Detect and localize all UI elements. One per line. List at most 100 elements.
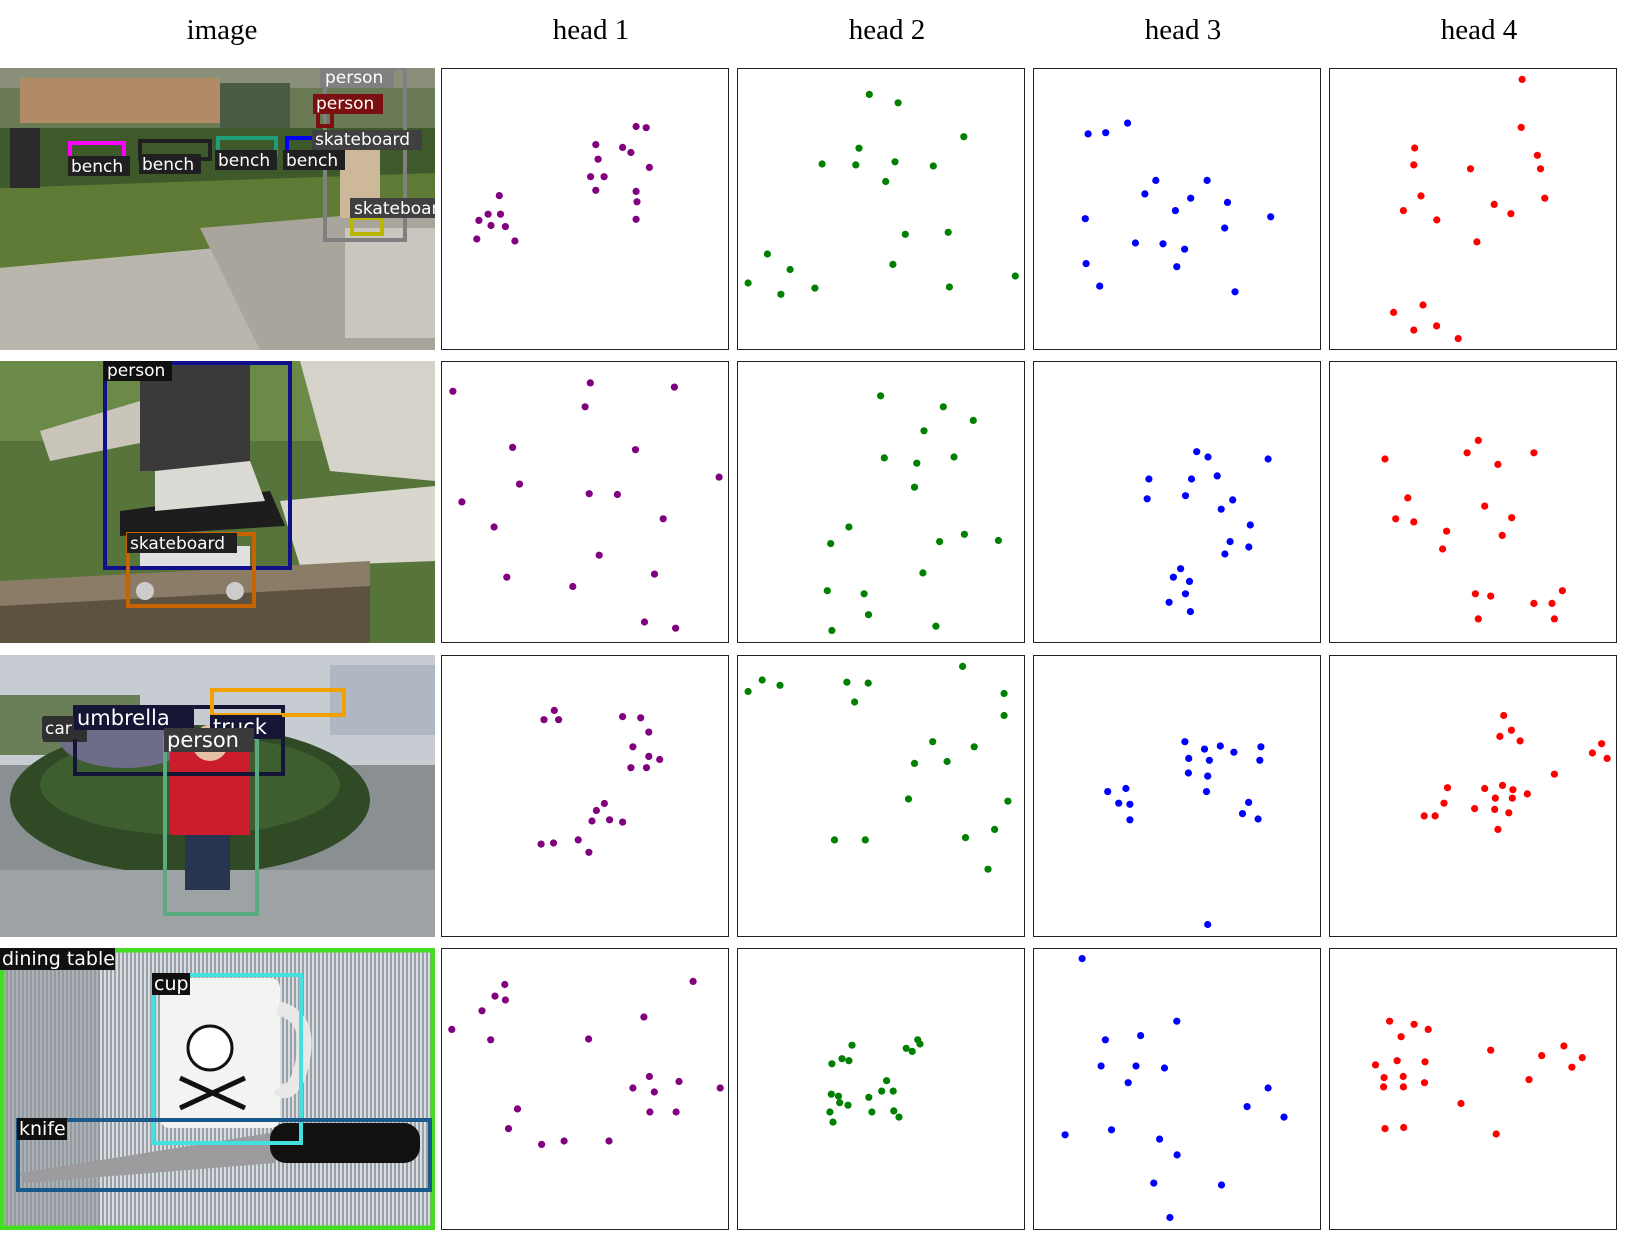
scatter-point (1181, 492, 1190, 500)
scatter-point (1533, 151, 1541, 159)
scatter-point (619, 713, 627, 721)
scatter-point (1238, 810, 1247, 818)
scatter-point (882, 177, 890, 186)
scatter-point (1471, 805, 1479, 813)
scatter-point (827, 1090, 835, 1098)
scatter-point (1181, 245, 1189, 253)
scatter-point (763, 250, 771, 258)
scatter-point (538, 1140, 546, 1148)
scatter-point (929, 162, 937, 170)
scatter-point (1404, 494, 1412, 502)
scatter-point (1466, 165, 1475, 173)
scatter-point (1440, 799, 1448, 807)
scatter-point (537, 840, 545, 848)
scatter-point (555, 716, 563, 724)
scatter-point (503, 573, 511, 581)
scatter-point (550, 706, 558, 714)
scatter-point (1474, 436, 1482, 444)
scatter-point (1171, 207, 1179, 215)
scatter-point (1200, 745, 1209, 753)
scatter-point (1216, 742, 1224, 750)
scatter-point (1410, 326, 1418, 334)
scatter-point (646, 1108, 654, 1116)
scatter-point (1223, 198, 1232, 206)
scatter-point (902, 1044, 910, 1052)
scatter-point (1525, 1076, 1533, 1084)
scatter-point (1096, 282, 1104, 290)
scatter-point (715, 473, 723, 481)
scatter-point (1523, 790, 1531, 798)
scatter-point (1500, 711, 1508, 720)
scatter-point (1202, 788, 1211, 796)
scatter-point (829, 1118, 837, 1126)
scatter-point (776, 681, 784, 689)
scatter-point (632, 187, 640, 195)
label-bench-1: bench (71, 157, 123, 177)
label-person-2: person (316, 94, 374, 114)
scatter-point (1550, 770, 1558, 778)
photo-skateboard-closeup: person skateboard (0, 361, 435, 643)
scatter-point (1392, 515, 1400, 523)
scatter-point (1213, 472, 1221, 480)
scatter-point (852, 161, 860, 169)
scatter-point (827, 540, 835, 548)
scatter-point (1380, 1083, 1388, 1091)
scatter-point (811, 284, 819, 292)
scatter-point (592, 806, 600, 815)
scatter-point (637, 714, 645, 722)
scatter-point (650, 1088, 658, 1096)
scatter-point (1530, 599, 1538, 607)
scatter-point (1004, 797, 1012, 805)
scatter-point (449, 387, 457, 395)
scatter-point (1508, 794, 1516, 802)
scatter-point (619, 818, 627, 826)
scatter-point (959, 662, 967, 670)
scatter-point (1000, 689, 1008, 698)
scatter-panel-row4-head4 (1329, 948, 1617, 1230)
scatter-point (1498, 781, 1507, 789)
column-header-head-4: head 4 (1440, 14, 1518, 46)
scatter-point (919, 569, 927, 577)
scatter-point (877, 392, 885, 400)
scatter-point (629, 1084, 637, 1092)
scatter-point (1143, 495, 1151, 503)
scatter-point (675, 1077, 683, 1086)
scatter-point (1411, 144, 1419, 152)
scatter-point (1185, 577, 1194, 585)
scatter-point (650, 570, 659, 578)
scatter-point (901, 230, 909, 238)
scatter-point (1245, 798, 1253, 806)
scatter-point (895, 1113, 903, 1121)
scatter-point (1231, 288, 1239, 296)
scatter-point (1454, 335, 1462, 343)
scatter-point (1193, 448, 1201, 456)
scatter-point (1256, 756, 1264, 764)
column-header-head-3: head 3 (1144, 14, 1222, 46)
scatter-point (632, 215, 640, 223)
scatter-point (1245, 543, 1253, 551)
scatter-point (549, 839, 558, 847)
scatter-point (1280, 1113, 1288, 1121)
scatter-point (904, 795, 913, 803)
scatter-point (1471, 590, 1479, 598)
scatter-panel-row3-head4 (1329, 655, 1617, 937)
scatter-point (1131, 239, 1139, 247)
scatter-point (496, 210, 505, 218)
scatter-point (932, 622, 940, 630)
label-skateboard-3: skateboard (130, 534, 225, 554)
scatter-point (581, 403, 589, 411)
scatter-point (642, 764, 651, 772)
scatter-point (1264, 1084, 1272, 1092)
scatter-point (1152, 176, 1160, 184)
scatter-point (786, 265, 794, 274)
scatter-point (1124, 1079, 1132, 1087)
photo-child-umbrella: car umbrella truck person (0, 655, 435, 937)
scatter-point (1173, 1017, 1181, 1025)
scatter-point (1257, 743, 1265, 751)
scatter-point (1548, 599, 1556, 607)
scatter-point (475, 216, 483, 224)
scatter-point (1181, 590, 1190, 598)
scatter-point (1439, 545, 1447, 553)
scatter-point (1588, 749, 1596, 757)
scatter-point (843, 678, 851, 686)
